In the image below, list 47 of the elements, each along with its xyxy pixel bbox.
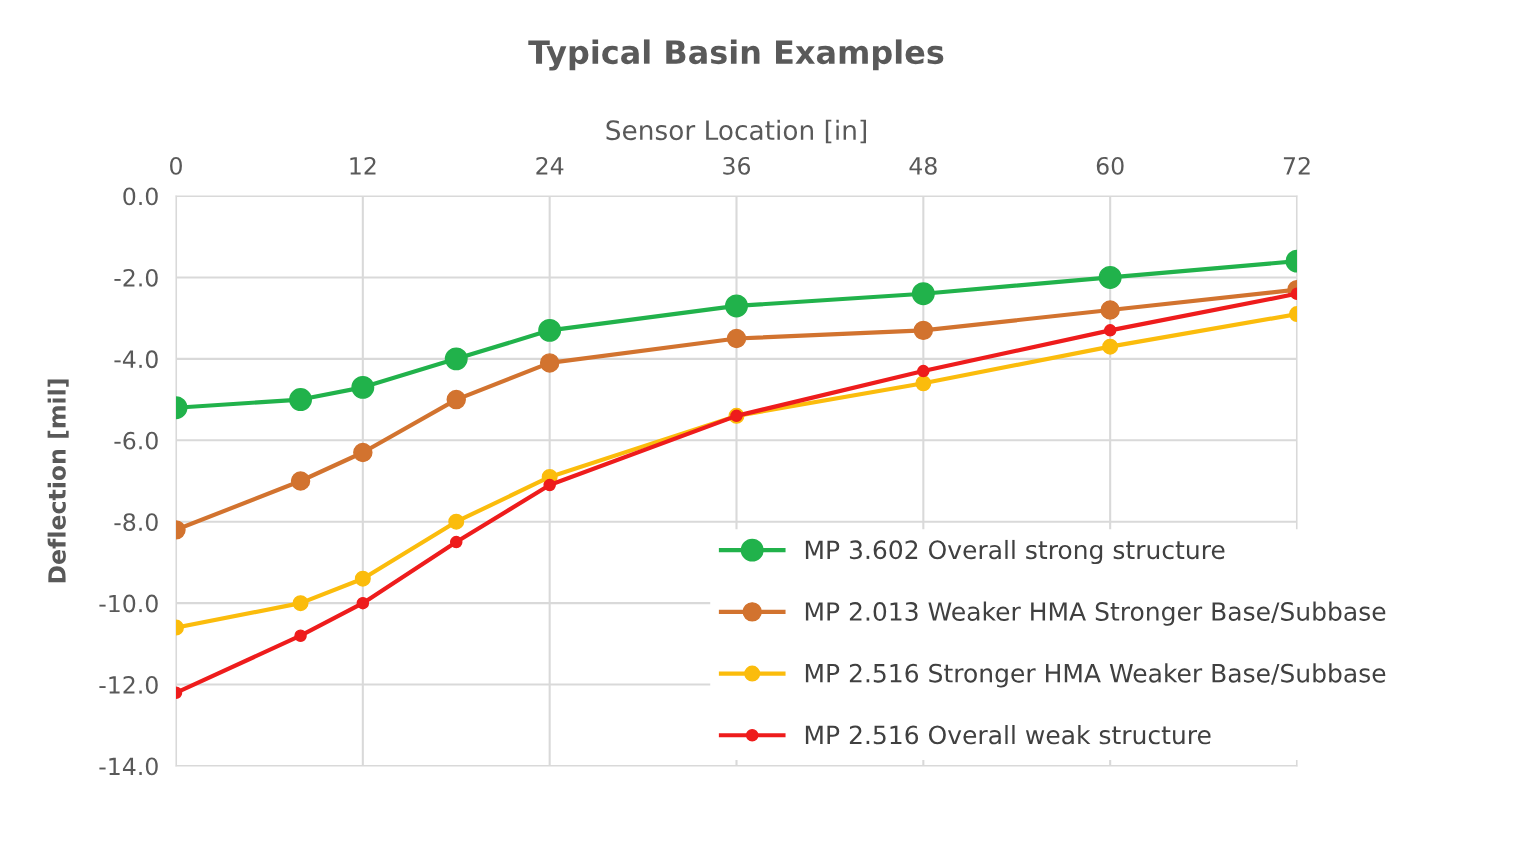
y-axis-title: Deflection [mil]: [47, 379, 69, 583]
legend-label: MP 2.516 Overall weak structure: [805, 725, 1211, 745]
x-tick-label: 12: [350, 156, 376, 175]
point: [444, 347, 468, 371]
y-tick-label: 0.0: [123, 187, 158, 206]
point: [915, 375, 932, 392]
point: [290, 471, 311, 491]
y-tick-label: -8.0: [114, 513, 158, 532]
point: [911, 282, 935, 306]
point: [289, 388, 313, 412]
x-tick-label: 24: [536, 156, 564, 175]
point: [543, 478, 556, 492]
point: [1102, 338, 1119, 355]
point: [726, 328, 747, 349]
point: [1100, 300, 1120, 320]
y-tick-label: -6.0: [114, 431, 158, 450]
chart-title: Typical Basin Examples: [528, 39, 944, 71]
point: [538, 318, 562, 342]
point: [351, 375, 375, 399]
point: [913, 320, 934, 341]
point: [292, 595, 309, 612]
point: [725, 294, 748, 318]
x-tick-label: 60: [1096, 156, 1124, 175]
y-tick-label: -2.0: [114, 268, 158, 287]
legend-label: MP 2.516 Stronger HMA Weaker Base/Subbase: [805, 663, 1386, 688]
x-tick-label: 36: [723, 156, 751, 175]
point: [1103, 324, 1117, 337]
point: [449, 535, 463, 549]
point: [448, 513, 465, 530]
y-tick-label: -10.0: [99, 594, 158, 613]
x-tick-label: 72: [1283, 156, 1310, 175]
y-tick-label: -12.0: [99, 676, 158, 694]
y-tick-label: -4.0: [114, 350, 158, 369]
point: [356, 596, 370, 610]
x-tick-label: 48: [909, 156, 937, 175]
point: [353, 442, 373, 463]
point: [294, 629, 307, 642]
point: [1098, 265, 1122, 289]
point: [539, 353, 560, 373]
point: [354, 570, 371, 587]
x-tick-label: 0: [170, 156, 182, 175]
point: [446, 389, 466, 410]
point: [917, 364, 930, 378]
y-tick-label: -14.0: [99, 757, 158, 776]
legend-label: MP 2.013 Weaker HMA Stronger Base/Subbase: [805, 601, 1386, 626]
legend-label: MP 3.602 Overall strong structure: [805, 539, 1225, 565]
x-axis-title: Sensor Location [in]: [606, 119, 866, 144]
